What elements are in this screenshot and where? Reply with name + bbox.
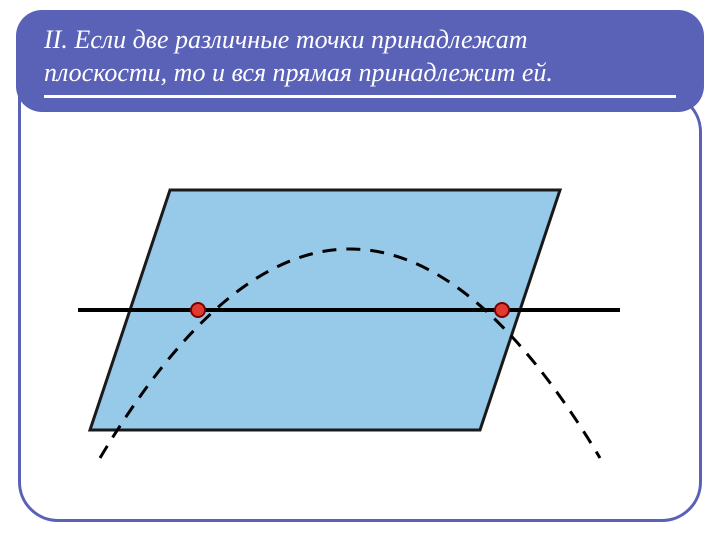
- title-line-1: II. Если две различные точки принадлежат: [44, 25, 528, 54]
- intersection-point: [495, 303, 509, 317]
- axiom-title: II. Если две различные точки принадлежат…: [44, 24, 676, 89]
- geometry-diagram: [60, 130, 660, 510]
- intersection-point: [191, 303, 205, 317]
- header-pill: II. Если две различные точки принадлежат…: [16, 10, 704, 112]
- slide: II. Если две различные точки принадлежат…: [0, 0, 720, 540]
- header-underline: [44, 95, 676, 98]
- diagram-svg: [60, 130, 660, 510]
- title-line-2: плоскости, то и вся прямая принадлежит е…: [44, 58, 553, 87]
